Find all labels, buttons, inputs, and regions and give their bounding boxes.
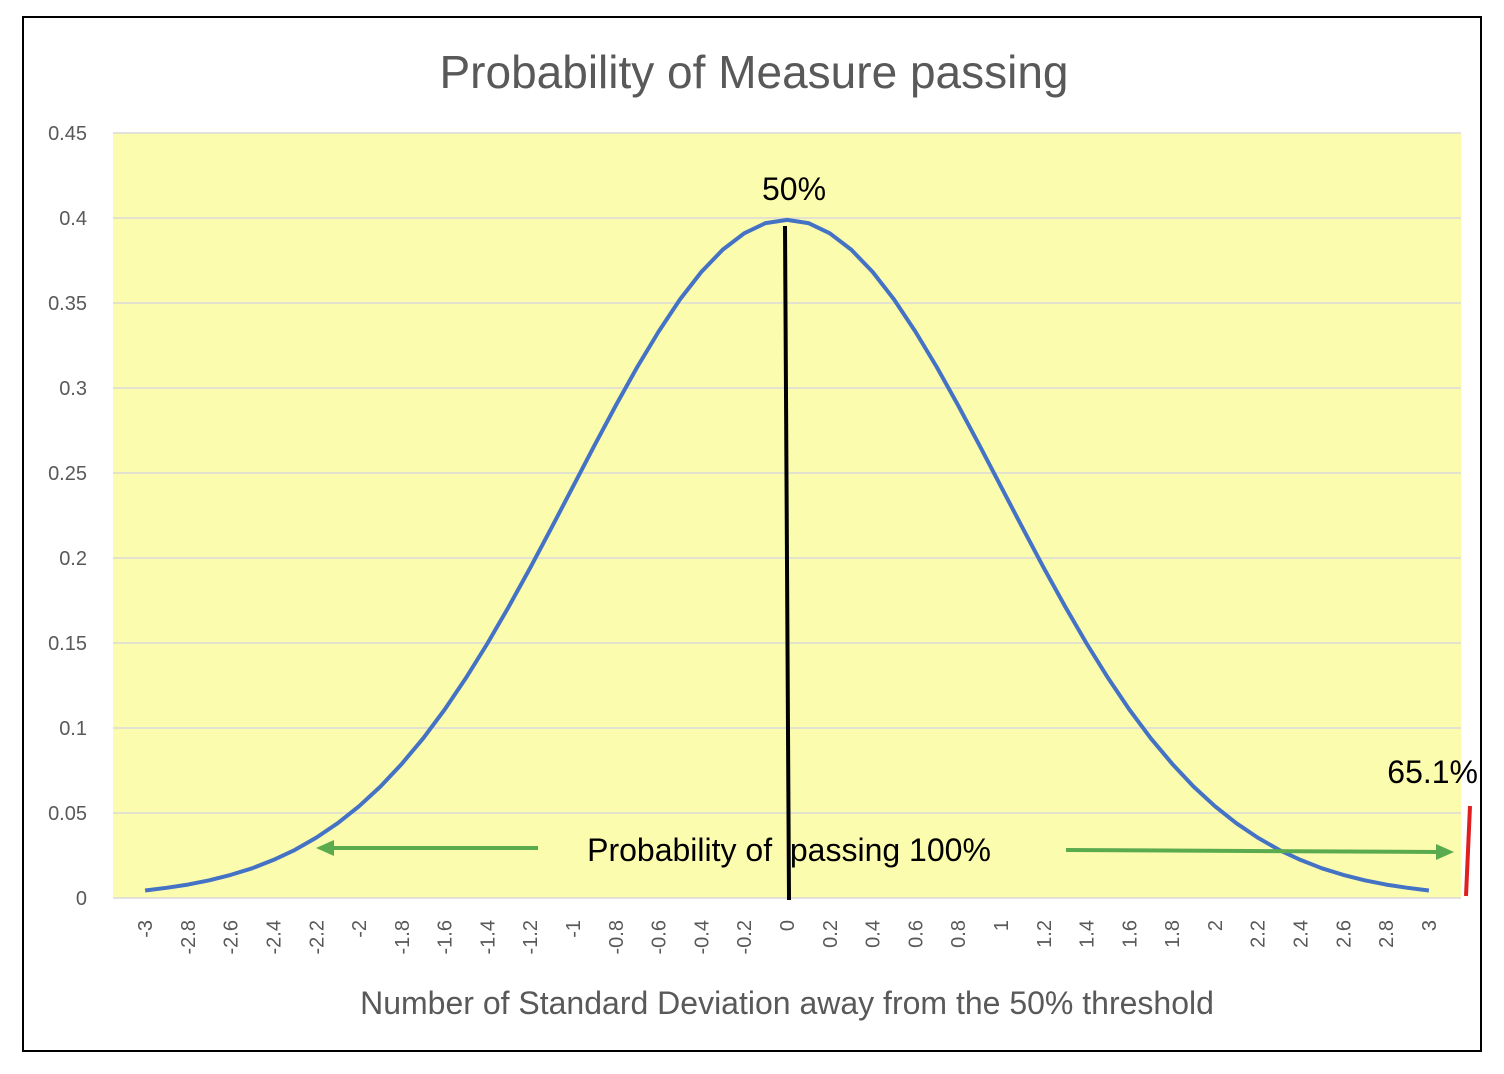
center-annotation: 50% xyxy=(762,171,826,207)
x-tick-label: 2.6 xyxy=(1333,920,1355,948)
threshold-line xyxy=(1464,805,1472,897)
chart-title: Probability of Measure passing xyxy=(440,46,1069,98)
x-tick-label: 0.6 xyxy=(905,920,927,948)
x-tick-label: 1.4 xyxy=(1077,920,1099,948)
y-tick-label: 0.2 xyxy=(59,548,87,570)
x-tick-label: -0.6 xyxy=(649,920,671,954)
x-tick-label: 1 xyxy=(991,920,1013,931)
passing-annotation: Probability of passing 100% xyxy=(587,832,991,868)
series-line xyxy=(144,217,1430,893)
x-tick-label: -0.4 xyxy=(691,920,713,954)
x-tick-label: 1.6 xyxy=(1119,920,1141,948)
x-tick-label: 1.2 xyxy=(1034,920,1056,948)
x-tick-label: 0.4 xyxy=(863,920,885,948)
x-axis-ticks: -3 -2.8 -2.6 -2.4 -2.2 -2 -1.8 -1.6 -1.4 -1.2 -1 -0… xyxy=(135,920,1441,954)
threshold-annotation: 65.1% xyxy=(1387,754,1478,790)
x-tick-label: -3 xyxy=(135,920,157,938)
chart-svg: 0 0.05 0.1 0.15 0.2 0.25 0.3 0.35 0.4 0.45 -3 -2.8… xyxy=(48,46,1478,1021)
right-arrow-head xyxy=(1436,844,1454,860)
y-tick-label: 0.15 xyxy=(48,633,87,655)
x-tick-label: -0.2 xyxy=(734,920,756,954)
x-tick-label: 2 xyxy=(1205,920,1227,931)
y-tick-label: 0.1 xyxy=(59,718,87,740)
x-tick-label: -2.2 xyxy=(306,920,328,954)
chart-frame: 0 0.05 0.1 0.15 0.2 0.25 0.3 0.35 0.4 0.45 -3 -2.8… xyxy=(22,16,1482,1052)
x-tick-label: -1.8 xyxy=(392,920,414,954)
x-tick-label: -0.8 xyxy=(606,920,628,954)
y-tick-label: 0.05 xyxy=(48,803,87,825)
x-tick-label: 1.8 xyxy=(1162,920,1184,948)
x-tick-label: -2 xyxy=(349,920,371,938)
x-tick-label: -1.4 xyxy=(477,920,499,954)
x-tick-label: 2.8 xyxy=(1376,920,1398,948)
left-arrow-head xyxy=(316,840,334,856)
x-tick-label: 3 xyxy=(1419,920,1441,931)
x-tick-label: -2.8 xyxy=(178,920,200,954)
y-axis-ticks: 0 0.05 0.1 0.15 0.2 0.25 0.3 0.35 0.4 0.45 xyxy=(48,123,87,910)
x-tick-label: 0.2 xyxy=(820,920,842,948)
x-tick-label: -1.6 xyxy=(435,920,457,954)
x-tick-label: -1.2 xyxy=(520,920,542,954)
y-tick-label: 0.3 xyxy=(59,378,87,400)
right-arrow-shaft xyxy=(1065,848,1439,854)
passing-arrows xyxy=(316,840,1454,860)
x-tick-label: -1 xyxy=(563,920,585,938)
center-line xyxy=(783,225,791,901)
y-tick-label: 0.25 xyxy=(48,463,87,485)
y-tick-label: 0.45 xyxy=(48,123,87,145)
x-tick-label: -2.6 xyxy=(221,920,243,954)
x-tick-label: 2.2 xyxy=(1248,920,1270,948)
x-tick-label: 0.8 xyxy=(948,920,970,948)
y-tick-label: 0.35 xyxy=(48,293,87,315)
y-tick-label: 0 xyxy=(76,888,87,910)
y-tick-label: 0.4 xyxy=(59,208,87,230)
x-axis-label: Number of Standard Deviation away from t… xyxy=(360,985,1214,1021)
x-tick-label: -2.4 xyxy=(263,920,285,954)
x-tick-label: 0 xyxy=(777,920,799,931)
x-tick-label: 2.4 xyxy=(1291,920,1313,948)
